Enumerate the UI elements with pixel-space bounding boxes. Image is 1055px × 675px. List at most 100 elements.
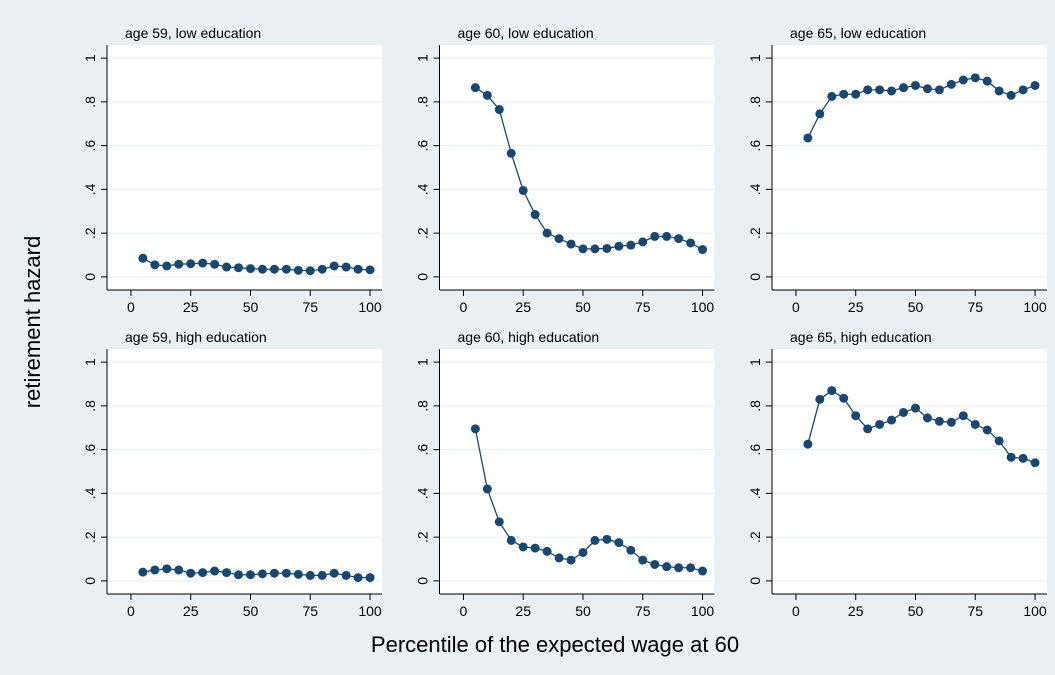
data-point <box>198 258 208 268</box>
data-point <box>602 243 612 253</box>
data-point <box>662 231 672 241</box>
y-tick-label: 1 <box>415 358 431 366</box>
data-point <box>614 538 624 548</box>
data-point <box>1018 453 1028 463</box>
data-point <box>686 563 696 573</box>
data-point <box>293 569 303 579</box>
data-point <box>305 570 315 580</box>
data-point <box>293 265 303 275</box>
data-point <box>198 568 208 578</box>
y-tick-label: .8 <box>747 400 763 412</box>
data-point <box>305 266 315 276</box>
y-tick-label: 1 <box>82 358 98 366</box>
data-point <box>803 439 813 449</box>
x-tick-label: 100 <box>358 603 382 619</box>
data-point <box>234 263 244 273</box>
data-point <box>994 86 1004 96</box>
x-tick-label: 50 <box>243 299 259 315</box>
data-point <box>234 570 244 580</box>
y-tick-label: .4 <box>415 487 431 499</box>
data-point <box>686 238 696 248</box>
x-tick-label: 75 <box>967 299 983 315</box>
data-point <box>317 570 327 580</box>
data-point <box>899 407 909 417</box>
data-point <box>626 240 636 250</box>
data-point <box>186 568 196 578</box>
data-point <box>365 573 375 583</box>
data-point <box>482 90 492 100</box>
data-point <box>863 85 873 95</box>
data-point <box>542 228 552 238</box>
data-point <box>174 565 184 575</box>
data-point <box>162 564 172 574</box>
data-point <box>958 411 968 421</box>
data-point <box>899 83 909 93</box>
plot-area <box>772 349 1047 594</box>
y-tick-label: 1 <box>747 358 763 366</box>
y-tick-label: .6 <box>82 444 98 456</box>
data-point <box>863 424 873 434</box>
data-point <box>839 89 849 99</box>
data-point <box>922 413 932 423</box>
x-tick-label: 25 <box>848 299 864 315</box>
data-point <box>851 89 861 99</box>
y-tick-label: .2 <box>747 531 763 543</box>
x-tick-label: 75 <box>967 603 983 619</box>
data-point <box>470 83 480 93</box>
data-point <box>698 566 708 576</box>
x-tick-label: 0 <box>460 299 468 315</box>
data-point <box>578 244 588 254</box>
y-tick-label: .4 <box>415 183 431 195</box>
data-point <box>566 555 576 565</box>
data-point <box>803 133 813 143</box>
data-point <box>922 84 932 94</box>
data-point <box>934 416 944 426</box>
data-point <box>470 424 480 434</box>
data-point <box>970 73 980 83</box>
y-tick-label: .8 <box>82 400 98 412</box>
data-point <box>186 259 196 269</box>
y-tick-label: 1 <box>415 54 431 62</box>
data-point <box>614 241 624 251</box>
data-point <box>329 568 339 578</box>
x-tick-label: 50 <box>575 299 591 315</box>
data-point <box>329 261 339 271</box>
y-tick-label: .4 <box>747 183 763 195</box>
data-point <box>245 570 255 580</box>
data-point <box>518 185 528 195</box>
data-point <box>162 261 172 271</box>
data-point <box>150 565 160 575</box>
plot-area <box>439 349 715 594</box>
panel-title: age 59, low education <box>125 25 261 41</box>
data-point <box>542 546 552 556</box>
x-tick-label: 25 <box>183 299 199 315</box>
data-point <box>482 484 492 494</box>
data-point <box>269 568 279 578</box>
data-point <box>138 253 148 263</box>
x-tick-label: 0 <box>460 603 468 619</box>
x-tick-label: 25 <box>515 299 531 315</box>
data-point <box>1006 452 1016 462</box>
data-point <box>353 264 363 274</box>
y-tick-label: .2 <box>82 531 98 543</box>
y-tick-label: .8 <box>415 96 431 108</box>
data-point <box>662 562 672 572</box>
data-point <box>494 517 504 527</box>
data-point <box>506 148 516 158</box>
data-point <box>698 245 708 255</box>
y-tick-label: 0 <box>747 577 763 585</box>
x-tick-label: 100 <box>1023 299 1047 315</box>
data-point <box>910 80 920 90</box>
data-point <box>887 86 897 96</box>
data-point <box>530 210 540 220</box>
data-point <box>518 542 528 552</box>
data-point <box>626 545 636 555</box>
x-tick-label: 0 <box>127 603 135 619</box>
data-point <box>887 415 897 425</box>
data-point <box>674 563 684 573</box>
plot-area <box>772 45 1047 290</box>
data-point <box>257 569 267 579</box>
y-tick-label: .4 <box>747 487 763 499</box>
data-point <box>281 264 291 274</box>
